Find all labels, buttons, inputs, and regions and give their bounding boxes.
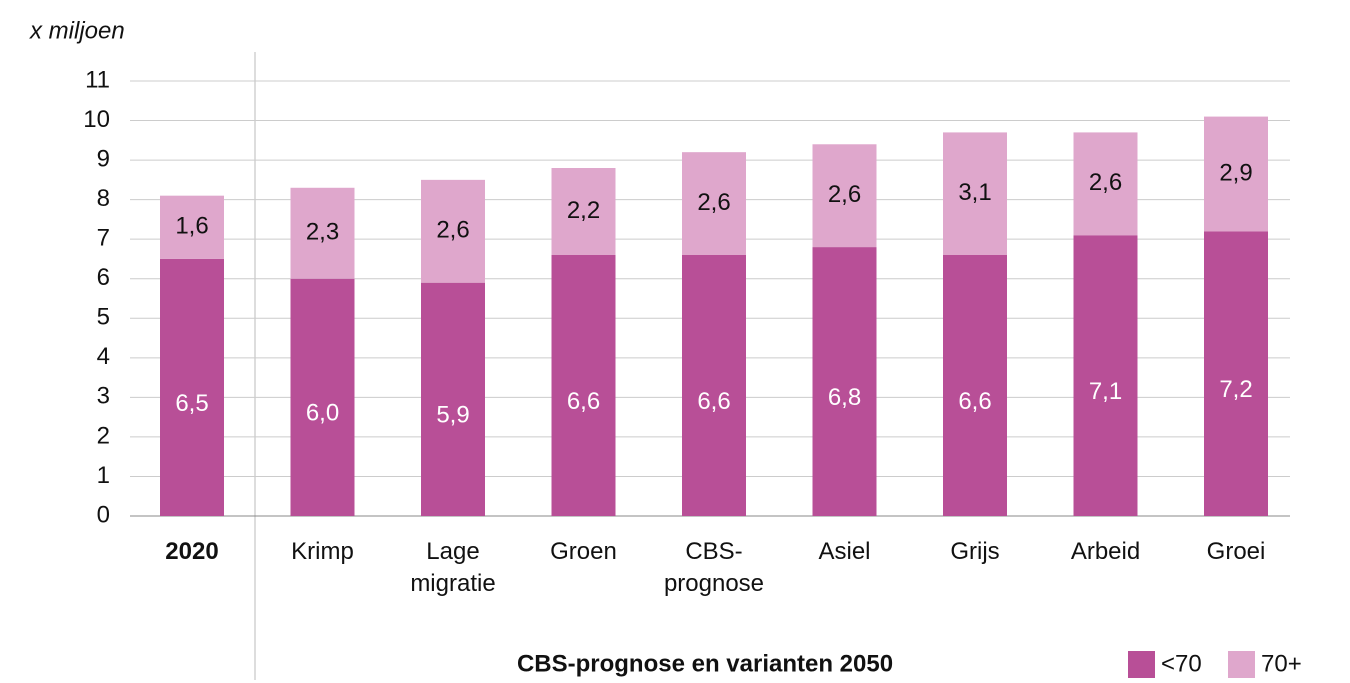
y-tick-label: 3 — [97, 383, 110, 410]
data-label: 6,5 — [175, 390, 208, 417]
data-label: 2,2 — [567, 197, 600, 224]
x-tick-label: CBS-prognose — [664, 538, 764, 597]
legend-swatch — [1228, 651, 1255, 678]
data-label: 2,9 — [1219, 159, 1252, 186]
y-tick-label: 4 — [97, 343, 110, 370]
data-label: 6,6 — [567, 388, 600, 415]
x-tick-label: Lage migratie — [410, 538, 495, 597]
bar-segment — [1204, 231, 1268, 517]
x-axis-title: CBS-prognose en varianten 2050 — [517, 650, 893, 677]
y-tick-label: 11 — [85, 66, 110, 93]
y-tick-label: 1 — [97, 462, 110, 489]
data-label: 7,2 — [1219, 376, 1252, 403]
data-label: 6,6 — [958, 388, 991, 415]
x-tick-label: 2020 — [165, 538, 218, 565]
bar-segment — [421, 282, 485, 516]
bar-segment — [160, 258, 224, 516]
y-tick-label: 2 — [97, 422, 110, 449]
bar-segment — [1073, 235, 1138, 516]
data-label: 6,8 — [828, 384, 861, 411]
data-label: 6,6 — [697, 388, 730, 415]
data-label: 5,9 — [436, 402, 469, 429]
data-label: 2,6 — [1089, 169, 1122, 196]
y-tick-label: 9 — [97, 145, 110, 172]
data-label: 7,1 — [1089, 378, 1122, 405]
x-tick-label: Krimp — [291, 538, 354, 565]
y-tick-label: 7 — [97, 225, 110, 252]
legend-label: <70 — [1161, 650, 1202, 677]
bar-segment — [943, 255, 1007, 516]
bar-segment — [1073, 132, 1138, 236]
data-label: 2,6 — [828, 181, 861, 208]
bar-segment — [812, 144, 877, 248]
data-label: 2,3 — [306, 219, 339, 246]
bar-segment — [290, 187, 355, 279]
bar-segment — [943, 132, 1007, 255]
x-tick-label: Arbeid — [1071, 538, 1140, 565]
y-tick-label: 0 — [97, 501, 110, 528]
y-tick-label: 5 — [97, 304, 110, 331]
legend-label: 70+ — [1261, 650, 1302, 677]
legend-swatch — [1128, 651, 1155, 678]
y-tick-label: 10 — [83, 106, 110, 133]
bar-segment — [812, 247, 877, 516]
x-tick-label: Groen — [550, 538, 617, 565]
bar-segment — [290, 278, 355, 516]
data-label: 1,6 — [175, 213, 208, 240]
y-tick-label: 8 — [97, 185, 110, 212]
data-label: 6,0 — [306, 400, 339, 427]
bar-segment — [1204, 116, 1268, 232]
data-label: 3,1 — [958, 179, 991, 206]
bar-segment — [551, 168, 616, 255]
data-label: 2,6 — [697, 189, 730, 216]
bar-segment — [682, 152, 746, 255]
y-tick-label: 6 — [97, 264, 110, 291]
bar-segment — [160, 195, 224, 259]
x-tick-label: Asiel — [818, 538, 870, 565]
data-label: 2,6 — [436, 217, 469, 244]
bar-segment — [682, 255, 746, 516]
bar-segment — [421, 179, 485, 283]
bar-segment — [551, 255, 616, 516]
x-tick-label: Groei — [1207, 538, 1266, 565]
x-tick-label: Grijs — [950, 538, 999, 565]
y-axis-label: x miljoen — [29, 17, 125, 44]
